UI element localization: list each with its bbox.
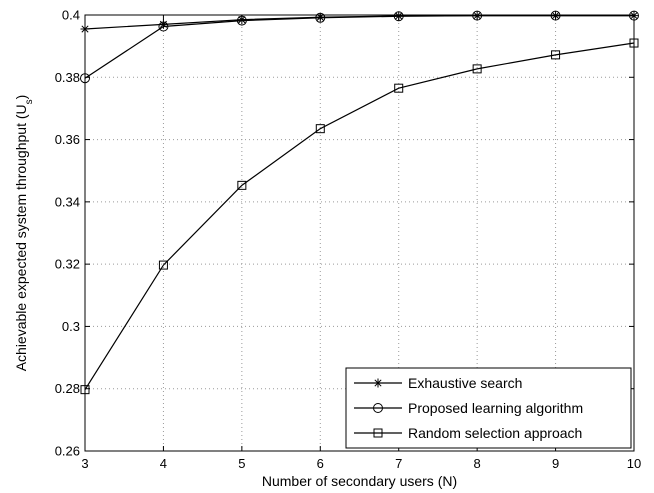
data-point-square	[237, 180, 247, 190]
data-point-asterisk	[373, 378, 383, 388]
data-point-asterisk	[80, 24, 90, 34]
legend-label: Proposed learning algorithm	[408, 400, 583, 416]
data-point-asterisk	[237, 15, 247, 25]
y-tick-label: 0.28	[55, 381, 80, 396]
data-point-circle	[236, 15, 247, 26]
series-layer	[80, 10, 639, 395]
data-point-square	[472, 64, 482, 74]
plot-frame	[84, 14, 635, 452]
y-tick-label: 0.4	[62, 8, 80, 23]
x-tick-label: 5	[238, 456, 245, 471]
legend-label: Random selection approach	[408, 425, 582, 441]
data-point-square	[158, 260, 168, 270]
data-point-square	[394, 83, 404, 93]
y-tick-label: 0.34	[55, 194, 80, 209]
legend-item: Proposed learning algorithm	[354, 400, 583, 416]
data-point-circle	[315, 12, 326, 23]
data-point-circle	[550, 10, 561, 21]
x-tick-label: 9	[552, 456, 559, 471]
series-2	[80, 10, 639, 84]
y-tick-label: 0.32	[55, 257, 80, 272]
series-line	[84, 42, 635, 390]
legend: Exhaustive search Proposed learning algor…	[345, 367, 632, 449]
y-tick-label: 0.36	[55, 132, 80, 147]
data-point-circle	[80, 73, 90, 84]
legend-item: Random selection approach	[354, 425, 582, 441]
y-tick-label: 0.26	[55, 444, 80, 459]
data-point-circle	[393, 11, 404, 22]
x-tick-label: 3	[81, 456, 88, 471]
series-3	[80, 38, 639, 395]
legend-item: Exhaustive search	[354, 375, 522, 391]
series-line	[84, 15, 634, 79]
data-point-square	[80, 385, 90, 395]
legend-label: Exhaustive search	[408, 375, 522, 391]
x-tick-label: 8	[474, 456, 481, 471]
data-point-square	[551, 50, 561, 60]
y-tick-label: 0.38	[55, 70, 80, 85]
data-point-square	[629, 38, 639, 48]
y-tick-label: 0.3	[62, 319, 80, 334]
x-axis-label: Number of secondary users (N)	[262, 473, 457, 489]
axis-ticks: 3 4 5 6 7 8 9 10 0.26 0.28 0.3 0.32 0.34 0.36 0.38 0.4	[55, 8, 642, 472]
x-tick-label: 4	[160, 456, 167, 471]
data-point-square	[315, 124, 325, 134]
data-point-circle	[158, 21, 169, 32]
data-point-circle	[373, 403, 383, 413]
y-axis-label: Achievable expected system throughput (U…	[13, 95, 35, 372]
data-point-asterisk	[158, 19, 168, 29]
data-point-circle	[472, 10, 483, 21]
x-tick-label: 10	[627, 456, 641, 471]
data-point-square	[373, 428, 383, 438]
x-tick-label: 6	[317, 456, 324, 471]
data-point-circle	[629, 10, 639, 21]
x-tick-label: 7	[395, 456, 402, 471]
